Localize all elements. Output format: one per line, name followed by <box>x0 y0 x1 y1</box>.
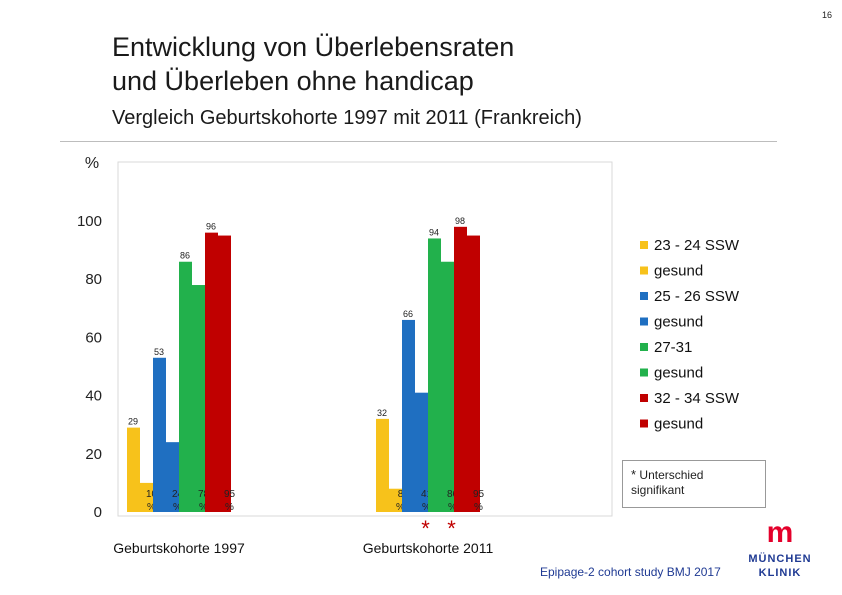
data-label-unit: % <box>225 502 234 513</box>
logo-line-1: MÜNCHEN <box>748 552 811 565</box>
legend-entry: 23 - 24 SSW <box>654 237 740 254</box>
legend-swatch <box>640 394 648 402</box>
bar <box>192 285 205 512</box>
y-tick-label: 80 <box>85 271 102 288</box>
data-label-unit: % <box>147 502 156 513</box>
slide-subtitle: Vergleich Geburtskohorte 1997 mit 2011 (… <box>112 107 582 129</box>
bar <box>179 261 192 512</box>
data-label: 94 <box>429 227 439 237</box>
data-label: 32 <box>377 408 387 418</box>
significance-star: * <box>631 467 637 482</box>
significance-note-line-2: signifikant <box>631 483 685 497</box>
data-label-unit: % <box>474 502 483 513</box>
data-label: 86 <box>447 489 459 500</box>
data-label-unit: % <box>422 502 431 513</box>
legend-entry: 27-31 <box>654 339 692 356</box>
y-tick-label: 40 <box>85 388 102 405</box>
source-footnote: Epipage-2 cohort study BMJ 2017 <box>540 565 721 579</box>
legend-entry: 32 - 34 SSW <box>654 390 740 407</box>
bar <box>389 488 402 512</box>
title-line-1: Entwicklung von Überlebensraten <box>112 32 515 62</box>
bar <box>166 442 179 512</box>
data-label: 8 <box>398 489 404 500</box>
logo-line-2: KLINIK <box>759 567 802 579</box>
legend-swatch <box>640 241 648 249</box>
bar <box>402 319 415 512</box>
bar <box>376 418 389 512</box>
muenchen-klinik-logo: m MÜNCHEN KLINIK <box>748 516 811 579</box>
data-label: 10 <box>146 489 158 500</box>
data-label-unit: % <box>199 502 208 513</box>
bar <box>441 261 454 512</box>
significance-note: * Unterschied signifikant <box>622 460 766 508</box>
data-label: 98 <box>455 216 465 226</box>
bar <box>127 427 140 512</box>
data-label: 41 <box>421 489 433 500</box>
x-category-label: Geburtskohorte 1997 <box>113 540 245 556</box>
bar <box>153 357 166 512</box>
legend-entry: gesund <box>654 416 703 433</box>
data-label: 53 <box>154 347 164 357</box>
significance-marker: * <box>421 516 430 541</box>
legend-swatch <box>640 368 648 377</box>
legend-entry: 25 - 26 SSW <box>654 288 740 305</box>
data-label: 29 <box>128 417 138 427</box>
data-label-unit: % <box>448 502 457 513</box>
data-label: 66 <box>403 309 413 319</box>
y-tick-label: 20 <box>85 446 102 463</box>
y-tick-label: 0 <box>94 504 102 521</box>
bar <box>467 235 480 513</box>
legend-swatch <box>640 317 648 326</box>
y-tick-label: 100 <box>77 213 102 230</box>
significance-marker: * <box>447 516 456 541</box>
data-label: 96 <box>206 222 216 232</box>
title-divider <box>60 141 777 142</box>
data-label: 24 <box>172 489 184 500</box>
slide-title: Entwicklung von Überlebensraten und Über… <box>112 30 514 98</box>
bar <box>140 482 153 512</box>
data-label: 95 <box>224 489 236 500</box>
page-number: 16 <box>822 10 833 20</box>
bar <box>415 392 428 512</box>
legend-entry: gesund <box>654 314 703 331</box>
data-label-unit: % <box>396 502 405 513</box>
data-label-unit: % <box>173 502 182 513</box>
data-label: 86 <box>180 251 190 261</box>
logo-mark: m <box>767 516 794 549</box>
legend-swatch <box>640 266 648 275</box>
bar <box>428 238 441 512</box>
legend-swatch <box>640 419 648 428</box>
legend-swatch <box>640 343 648 351</box>
legend-entry: gesund <box>654 365 703 382</box>
y-tick-label: 60 <box>85 329 102 346</box>
bar <box>454 226 467 512</box>
bar <box>205 232 218 512</box>
title-line-2: und Überleben ohne handicap <box>112 66 474 96</box>
legend-entry: gesund <box>654 263 703 280</box>
y-axis-label: % <box>85 155 99 172</box>
legend-swatch <box>640 292 648 300</box>
bar <box>218 235 231 513</box>
data-label: 78 <box>198 489 210 500</box>
significance-note-line-1: Unterschied <box>639 468 704 482</box>
x-category-label: Geburtskohorte 2011 <box>363 540 494 556</box>
data-label: 95 <box>473 489 485 500</box>
